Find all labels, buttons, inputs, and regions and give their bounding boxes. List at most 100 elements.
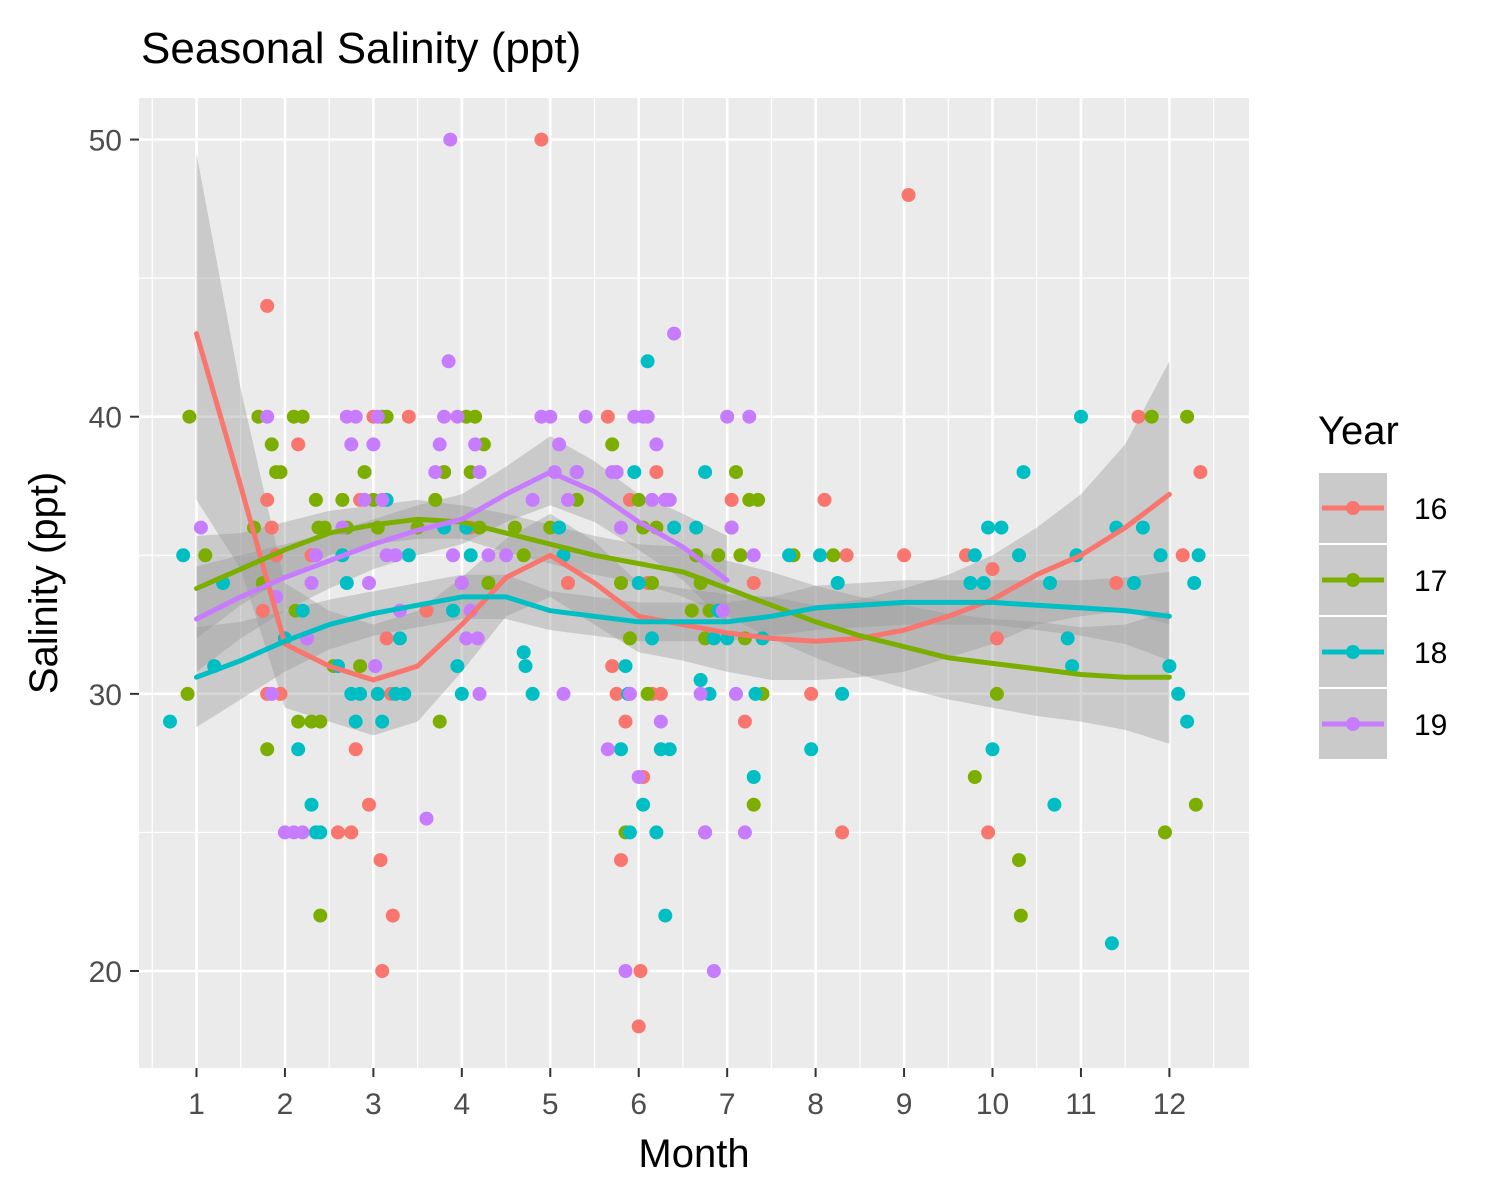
data-point-18: [370, 686, 385, 701]
data-point-18: [631, 576, 646, 590]
data-point-18: [658, 908, 673, 923]
legend-item-16: 16: [1317, 471, 1447, 545]
data-point-19: [366, 437, 381, 452]
data-point-19: [481, 548, 496, 563]
data-point-17: [605, 437, 620, 452]
data-point-18: [662, 742, 677, 757]
data-point-19: [437, 409, 452, 424]
data-point-19: [472, 465, 487, 480]
legend-key-point: [1346, 645, 1360, 659]
data-point-18: [339, 576, 354, 590]
data-point-18: [1047, 797, 1062, 812]
legend-item-17: 17: [1317, 543, 1447, 617]
data-point-19: [556, 686, 571, 701]
data-point-16: [344, 825, 359, 840]
data-point-19: [419, 811, 434, 826]
data-point-16: [1109, 576, 1124, 590]
y-tick-label: 40: [89, 402, 122, 435]
data-point-16: [1175, 548, 1190, 563]
data-point-18: [446, 603, 460, 618]
data-point-17: [1012, 853, 1026, 868]
data-point-16: [362, 797, 376, 812]
data-point-18: [782, 548, 797, 563]
data-point-16: [804, 686, 819, 701]
data-point-18: [706, 631, 721, 646]
data-point-18: [693, 673, 708, 687]
data-point-16: [897, 548, 912, 563]
data-point-19: [543, 409, 558, 424]
data-point-19: [459, 631, 474, 646]
data-point-17: [335, 492, 350, 507]
legend-item-18: 18: [1317, 615, 1447, 689]
data-point-18: [304, 797, 319, 812]
data-point-18: [518, 659, 533, 674]
legend-key-point: [1346, 717, 1360, 731]
data-point-16: [375, 964, 390, 978]
data-point-19: [618, 964, 633, 978]
data-point-19: [388, 548, 403, 563]
data-point-17: [1158, 825, 1172, 840]
legend-items: 16 17 18 19: [1317, 471, 1447, 761]
legend-label: 19: [1414, 709, 1447, 742]
data-point-18: [835, 686, 850, 701]
data-point-17: [729, 465, 743, 480]
data-point-17: [614, 576, 628, 590]
data-point-18: [1012, 548, 1026, 563]
data-point-19: [737, 825, 752, 840]
data-point-19: [662, 492, 677, 507]
data-point-18: [967, 548, 982, 563]
data-point-16: [561, 576, 575, 590]
data-point-18: [1171, 686, 1186, 701]
data-point-18: [622, 825, 637, 840]
data-point-19: [724, 520, 739, 535]
data-point-19: [304, 576, 319, 590]
data-point-19: [368, 659, 383, 674]
data-point-18: [450, 659, 465, 674]
chart-title: Seasonal Salinity (ppt): [141, 24, 581, 73]
data-point-16: [255, 603, 270, 618]
data-point-19: [357, 492, 372, 507]
data-point-17: [967, 770, 982, 784]
data-point-19: [370, 409, 385, 424]
data-point-17: [746, 797, 761, 812]
data-point-17: [711, 548, 726, 563]
data-point-18: [552, 520, 567, 535]
data-point-19: [631, 770, 646, 784]
grid-lines: [139, 98, 1249, 1068]
data-point-17: [481, 576, 496, 590]
data-point-18: [1016, 465, 1031, 480]
data-point-19: [746, 548, 761, 563]
data-point-16: [348, 742, 363, 757]
data-point-18: [667, 520, 682, 535]
data-point-18: [748, 686, 763, 701]
legend: Year 16 17 18 19: [1317, 409, 1447, 761]
data-point-19: [649, 437, 664, 452]
data-point-16: [385, 908, 400, 923]
data-point-18: [375, 714, 390, 729]
data-point-17: [1180, 409, 1195, 424]
data-point-16: [331, 825, 345, 840]
data-point-17: [432, 714, 447, 729]
data-point-17: [1188, 797, 1203, 812]
data-point-18: [1074, 409, 1088, 424]
data-point-19: [561, 492, 575, 507]
smooth-line-16: [194, 331, 1172, 683]
legend-key-point: [1346, 573, 1360, 587]
data-point-16: [401, 409, 416, 424]
data-point-18: [516, 645, 531, 660]
data-point-17: [516, 548, 531, 563]
data-point-18: [649, 825, 664, 840]
data-point-16: [379, 631, 394, 646]
data-point-19: [715, 603, 730, 618]
data-point-18: [397, 686, 412, 701]
data-point-17: [507, 520, 522, 535]
data-point-18: [1180, 714, 1195, 729]
data-point-18: [636, 797, 651, 812]
data-point-19: [525, 492, 540, 507]
data-point-19: [348, 409, 363, 424]
data-point-16: [614, 853, 628, 868]
data-point-19: [432, 437, 447, 452]
data-point-19: [614, 520, 628, 535]
data-point-18: [1162, 659, 1177, 674]
data-point-17: [631, 492, 646, 507]
